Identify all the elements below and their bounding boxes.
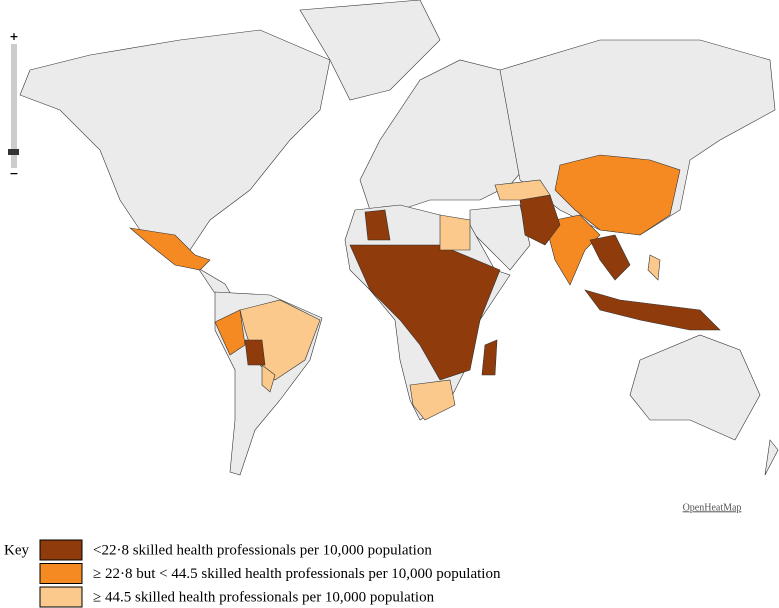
- country-shaded: [494, 179, 551, 201]
- country: [19, 29, 331, 251]
- legend-swatch: [39, 586, 83, 608]
- country-shaded: [261, 364, 276, 393]
- country-shaded: [128, 227, 211, 271]
- country-shaded: [409, 379, 456, 421]
- country-shaded: [544, 214, 601, 286]
- legend-swatch: [39, 563, 83, 584]
- legend-swatch: [39, 539, 83, 561]
- country-shaded: [349, 244, 501, 381]
- country-shaded: [589, 234, 631, 281]
- legend-label: ≥ 44.5 skilled health professionals per …: [93, 589, 435, 605]
- country-shaded: [439, 214, 471, 251]
- country-shaded: [584, 289, 721, 331]
- country: [764, 439, 779, 476]
- country-shaded: [244, 339, 266, 366]
- world-map[interactable]: [19, 0, 779, 476]
- country-shaded: [647, 254, 661, 281]
- legend: Key <22·8 skilled health professionals p…: [4, 539, 501, 608]
- zoom-handle[interactable]: [8, 149, 19, 155]
- zoom-out[interactable]: −: [9, 167, 18, 180]
- country: [299, 0, 441, 101]
- country-shaded: [364, 209, 391, 241]
- country: [629, 334, 761, 441]
- zoom-in[interactable]: +: [9, 30, 18, 43]
- zoom-track[interactable]: [11, 44, 17, 168]
- zoom-control: + −: [8, 30, 19, 180]
- country-shaded: [554, 154, 681, 236]
- country-shaded: [481, 339, 498, 376]
- legend-label: <22·8 skilled health professionals per 1…: [93, 542, 432, 558]
- credit-link[interactable]: OpenHeatMap: [683, 502, 742, 513]
- legend-label: ≥ 22·8 but < 44.5 skilled health profess…: [93, 566, 501, 582]
- country-shaded: [214, 309, 246, 356]
- legend-title: Key: [4, 542, 29, 558]
